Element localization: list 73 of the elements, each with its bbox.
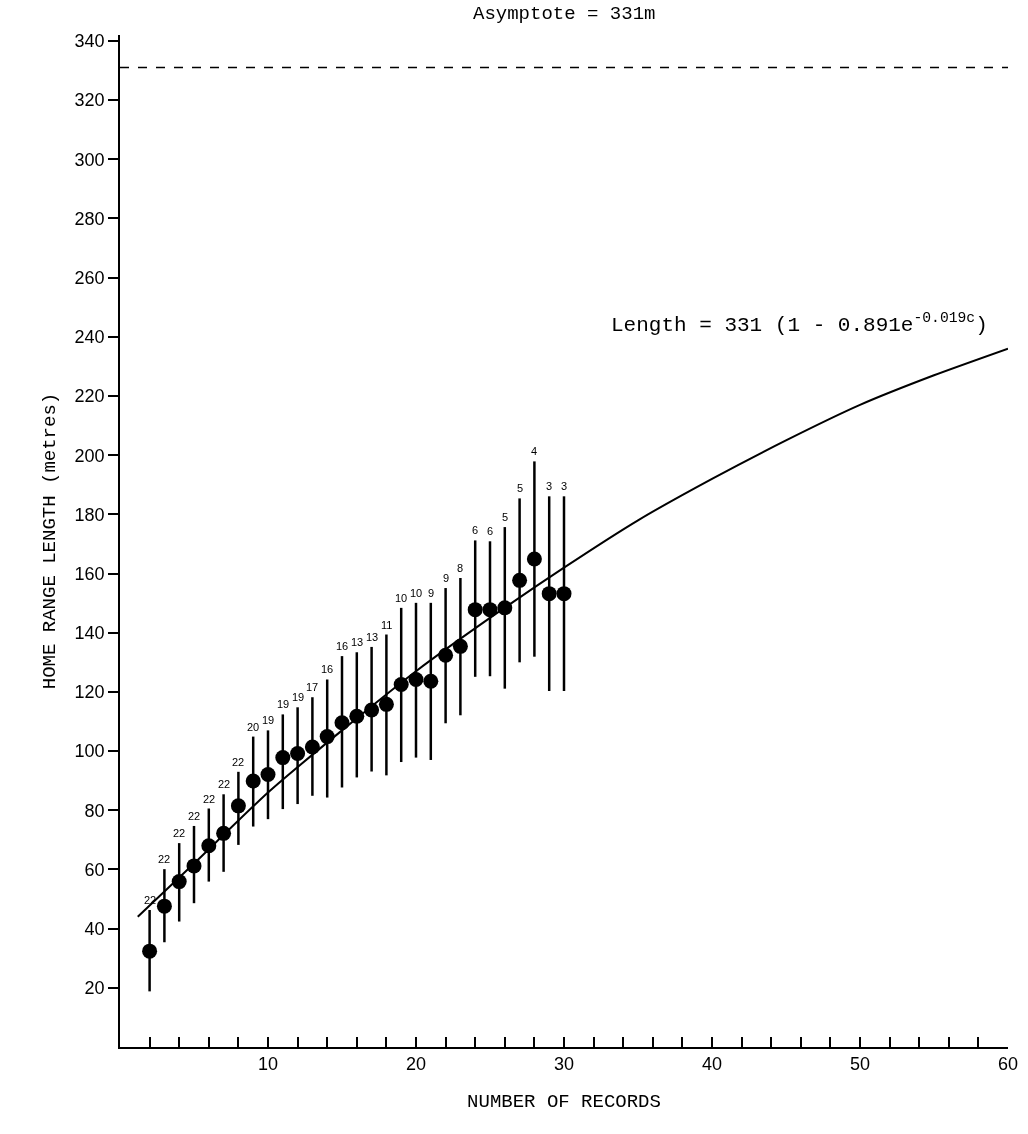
point xyxy=(156,898,172,914)
point xyxy=(408,671,424,687)
annotation: Length = 331 (1 - 0.891e$^{-0.019c}$) xyxy=(611,310,988,337)
y-tick-label: 320 xyxy=(74,90,105,111)
y-tick-label: 280 xyxy=(74,208,105,229)
annotation: 5 xyxy=(517,482,524,494)
annotation: 9 xyxy=(443,572,450,584)
annotation: 8 xyxy=(457,562,464,574)
point xyxy=(245,773,261,789)
point xyxy=(452,638,468,654)
annotation: 6 xyxy=(472,524,479,536)
annotation: 22 xyxy=(173,827,186,839)
y-tick-label: 100 xyxy=(74,741,105,762)
point xyxy=(512,572,528,588)
annotation: 17 xyxy=(306,681,319,693)
ref-line-label: Asymptote = 331m xyxy=(473,3,656,25)
y-tick-label: 300 xyxy=(74,149,105,170)
annotation: 19 xyxy=(262,714,275,726)
y-tick-label: 220 xyxy=(74,386,105,407)
y-tick-label: 140 xyxy=(74,623,105,644)
annotation: 10 xyxy=(395,592,408,604)
y-tick-label: 80 xyxy=(84,800,105,821)
x-tick-label: 40 xyxy=(701,1054,723,1075)
point xyxy=(482,602,498,618)
point xyxy=(290,745,306,761)
annotation: 22 xyxy=(188,810,201,822)
annotation: 9 xyxy=(428,587,435,599)
annotation: 13 xyxy=(351,636,364,648)
annotation: 5 xyxy=(502,511,509,523)
annotation: 16 xyxy=(321,663,334,675)
annotation: 13 xyxy=(366,631,379,643)
y-tick-label: 60 xyxy=(84,859,105,880)
x-tick-label: 10 xyxy=(257,1054,279,1075)
point xyxy=(526,551,542,567)
annotation: 4 xyxy=(531,445,538,457)
annotation: 6 xyxy=(487,525,494,537)
x-tick-label: 60 xyxy=(997,1054,1019,1075)
point xyxy=(423,673,439,689)
annotation: 19 xyxy=(292,691,305,703)
annotation: 11 xyxy=(381,619,393,631)
annotation: 3 xyxy=(561,480,568,492)
annotation: 10 xyxy=(410,587,423,599)
x-axis-title: NUMBER OF RECORDS xyxy=(467,1090,661,1113)
point xyxy=(467,602,483,618)
annotation: 22 xyxy=(144,894,157,906)
annotation: 19 xyxy=(277,698,290,710)
annotation: 20 xyxy=(247,721,260,733)
point xyxy=(556,586,572,602)
y-tick-label: 120 xyxy=(74,682,105,703)
point xyxy=(142,943,158,959)
y-tick-label: 20 xyxy=(84,978,105,999)
x-tick-label: 20 xyxy=(405,1054,427,1075)
annotation: 3 xyxy=(546,480,553,492)
annotation: 22 xyxy=(218,778,231,790)
point xyxy=(230,798,246,814)
annotation: 22 xyxy=(158,853,171,865)
y-tick-label: 260 xyxy=(74,267,105,288)
y-tick-label: 40 xyxy=(84,918,105,939)
y-tick-label: 240 xyxy=(74,327,105,348)
point xyxy=(378,696,394,712)
y-axis-title: HOME RANGE LENGTH (metres) xyxy=(38,392,61,690)
point xyxy=(260,766,276,782)
x-tick-label: 30 xyxy=(553,1054,575,1075)
point xyxy=(275,750,291,766)
annotation: 22 xyxy=(203,793,216,805)
y-tick-label: 180 xyxy=(74,504,105,525)
y-tick-label: 160 xyxy=(74,563,105,584)
x-tick-label: 50 xyxy=(849,1054,871,1075)
y-tick-label: 340 xyxy=(74,31,105,52)
point xyxy=(541,586,557,602)
annotation: 16 xyxy=(336,640,349,652)
annotation: 22 xyxy=(232,756,245,768)
y-tick-label: 200 xyxy=(74,445,105,466)
